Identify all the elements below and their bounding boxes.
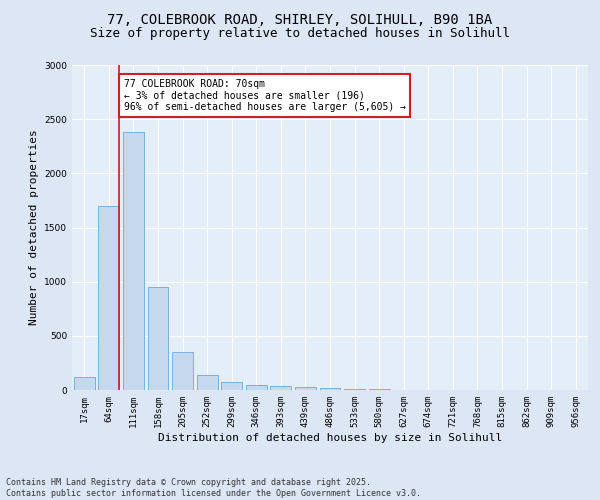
Text: Size of property relative to detached houses in Solihull: Size of property relative to detached ho…	[90, 28, 510, 40]
Bar	[246, 384, 267, 390]
Bar	[74, 377, 95, 390]
Bar	[172, 352, 193, 390]
Bar	[148, 287, 169, 390]
Bar	[98, 206, 119, 390]
Bar	[295, 387, 316, 390]
Bar	[320, 388, 340, 390]
Bar	[221, 382, 242, 390]
Y-axis label: Number of detached properties: Number of detached properties	[29, 130, 38, 326]
Text: Contains HM Land Registry data © Crown copyright and database right 2025.
Contai: Contains HM Land Registry data © Crown c…	[6, 478, 421, 498]
X-axis label: Distribution of detached houses by size in Solihull: Distribution of detached houses by size …	[158, 432, 502, 442]
Text: 77 COLEBROOK ROAD: 70sqm
← 3% of detached houses are smaller (196)
96% of semi-d: 77 COLEBROOK ROAD: 70sqm ← 3% of detache…	[124, 79, 406, 112]
Bar	[123, 132, 144, 390]
Bar	[271, 386, 292, 390]
Text: 77, COLEBROOK ROAD, SHIRLEY, SOLIHULL, B90 1BA: 77, COLEBROOK ROAD, SHIRLEY, SOLIHULL, B…	[107, 12, 493, 26]
Bar	[197, 375, 218, 390]
